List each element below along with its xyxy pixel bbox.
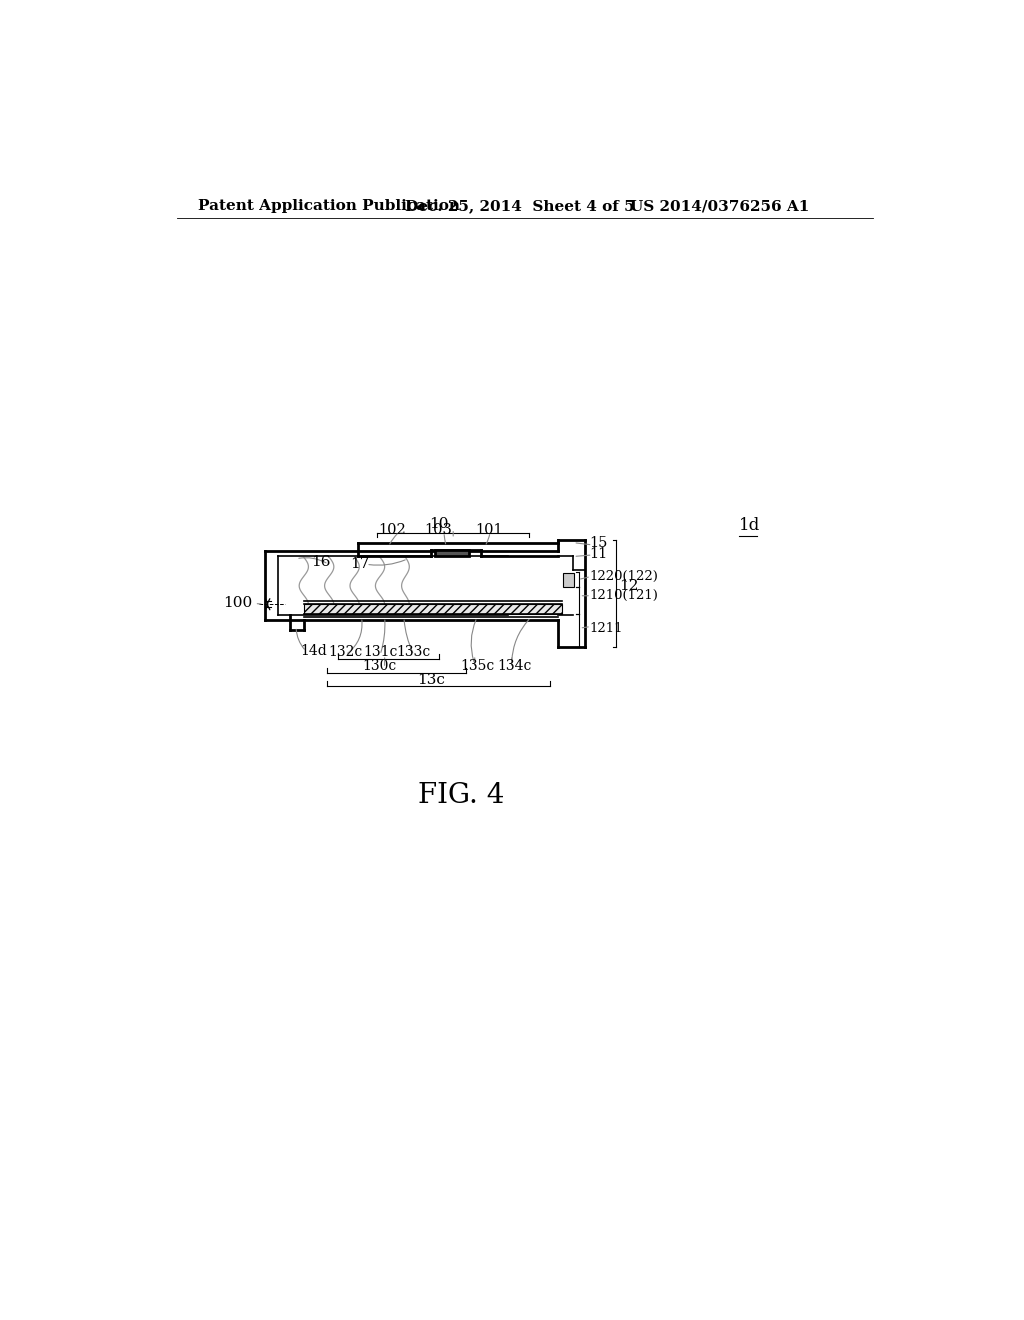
Text: 1220(122): 1220(122) — [590, 570, 658, 583]
Text: 1210(121): 1210(121) — [590, 589, 658, 602]
Bar — [304, 605, 562, 614]
Text: 15: 15 — [590, 536, 608, 550]
Text: 100: 100 — [223, 597, 252, 610]
Text: FIG. 4: FIG. 4 — [419, 783, 505, 809]
Bar — [435, 549, 469, 556]
Text: 130c: 130c — [362, 659, 396, 673]
Text: 12: 12 — [618, 578, 638, 593]
Text: 1d: 1d — [739, 517, 760, 535]
Text: 134c: 134c — [497, 659, 531, 673]
Text: 10: 10 — [429, 517, 449, 531]
Text: US 2014/0376256 A1: US 2014/0376256 A1 — [630, 199, 809, 213]
Text: 131c: 131c — [362, 645, 397, 659]
Text: 11: 11 — [590, 548, 607, 561]
Text: 133c: 133c — [396, 645, 431, 659]
Text: Dec. 25, 2014  Sheet 4 of 5: Dec. 25, 2014 Sheet 4 of 5 — [406, 199, 635, 213]
Text: 101: 101 — [475, 523, 503, 537]
Text: 135c: 135c — [460, 659, 495, 673]
Text: 102: 102 — [379, 523, 407, 537]
Text: 132c: 132c — [329, 645, 362, 659]
Text: 1211: 1211 — [590, 622, 623, 635]
Text: 103: 103 — [425, 523, 453, 537]
Text: Patent Application Publication: Patent Application Publication — [198, 199, 460, 213]
Text: 14d: 14d — [300, 644, 327, 659]
Text: 13c: 13c — [417, 673, 444, 688]
Text: 17: 17 — [350, 557, 370, 572]
Bar — [562, 573, 574, 587]
Text: 16: 16 — [311, 554, 331, 569]
